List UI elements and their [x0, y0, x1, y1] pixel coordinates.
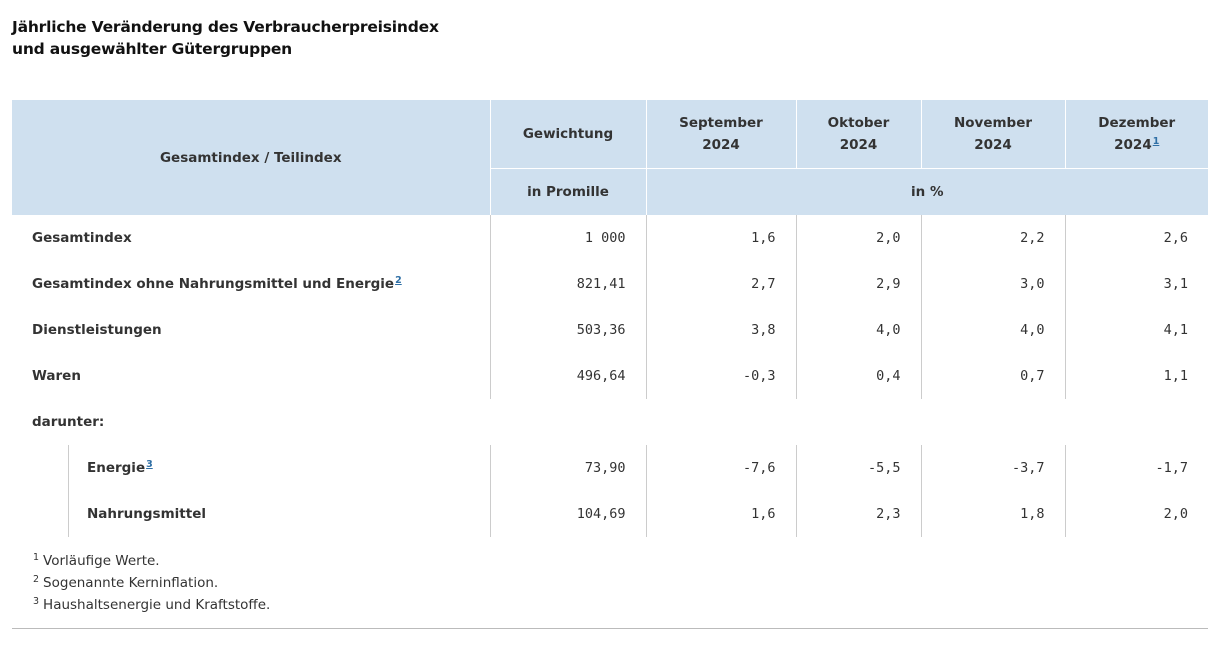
- column-header-november: November 2024: [920, 100, 1065, 169]
- column-header-index: Gesamtindex / Teilindex: [12, 100, 490, 215]
- value-cell: 4,0: [920, 307, 1065, 353]
- value-cell: 4,1: [1064, 307, 1208, 353]
- month-name: September: [679, 115, 763, 131]
- weight-cell: 73,90: [489, 445, 646, 491]
- sub-row-label: Energie3: [12, 445, 490, 491]
- value-cell: 2,3: [795, 491, 921, 537]
- darunter-row: darunter:: [12, 399, 1208, 445]
- weight-cell: 1 000: [489, 215, 646, 261]
- value-cell: 1,6: [645, 215, 796, 261]
- value-cell: 3,8: [645, 307, 796, 353]
- header-row: Gesamtindex / Teilindex Gewichtung Septe…: [12, 100, 1209, 215]
- row-label: Gesamtindex: [32, 230, 132, 246]
- footnote-item: 1 Vorläufige Werte.: [33, 550, 270, 572]
- sub-row-label: Nahrungsmittel: [12, 491, 490, 537]
- unit-row: in Promille in %: [12, 168, 1208, 215]
- value-cell: 2,7: [645, 261, 796, 307]
- value-cell: 2,6: [1064, 215, 1208, 261]
- month-name: Dezember: [1098, 115, 1176, 131]
- value-cell: -7,6: [645, 445, 796, 491]
- value-cell: -3,7: [920, 445, 1065, 491]
- column-header-weight: Gewichtung: [489, 100, 646, 169]
- footnote-link-1[interactable]: 1: [1152, 135, 1160, 147]
- weight-cell: 821,41: [489, 261, 646, 307]
- row-label: Waren: [32, 368, 81, 384]
- title-line-1: Jährliche Veränderung des Verbraucherpre…: [12, 18, 439, 36]
- column-header-dezember: Dezember 20241: [1064, 100, 1209, 169]
- value-cell: 2,0: [795, 215, 921, 261]
- value-cell: 3,0: [920, 261, 1065, 307]
- footnote-text: Sogenannte Kerninflation.: [43, 575, 219, 591]
- value-cell: 0,7: [920, 353, 1065, 399]
- footnote-text: Haushaltsenergie und Kraftstoffe.: [43, 597, 271, 613]
- table-row: Gesamtindex ohne Nahrungsmittel und Ener…: [12, 261, 1208, 307]
- footnote-mark: 1: [33, 551, 40, 563]
- table-row: Waren 496,64 -0,3 0,4 0,7 1,1: [12, 353, 1208, 399]
- weight-cell: 503,36: [489, 307, 646, 353]
- weight-cell: 496,64: [489, 353, 646, 399]
- value-cell: -1,7: [1064, 445, 1208, 491]
- table-row: Gesamtindex 1 000 1,6 2,0 2,2 2,6: [12, 215, 1208, 261]
- row-label: Dienstleistungen: [32, 322, 162, 338]
- footnote-item: 3 Haushaltsenergie und Kraftstoffe.: [33, 594, 270, 616]
- month-year: 20241: [1066, 134, 1209, 156]
- cpi-table: Gesamtindex / Teilindex Gewichtung Septe…: [12, 100, 1208, 537]
- weight-cell: 104,69: [489, 491, 646, 537]
- unit-change: in %: [645, 168, 1208, 215]
- column-header-september: September 2024: [645, 100, 796, 169]
- month-year-text: 2024: [1114, 137, 1152, 153]
- value-cell: 2,2: [920, 215, 1065, 261]
- value-cell: -5,5: [795, 445, 921, 491]
- footnote-text: Vorläufige Werte.: [43, 553, 160, 569]
- footnote-item: 2 Sogenannte Kerninflation.: [33, 572, 270, 594]
- table-row: Dienstleistungen 503,36 3,8 4,0 4,0 4,1: [12, 307, 1208, 353]
- footnote-mark: 3: [33, 595, 40, 607]
- value-cell: 0,4: [795, 353, 921, 399]
- month-year: 2024: [839, 137, 878, 153]
- value-cell: 2,9: [795, 261, 921, 307]
- title-line-2: und ausgewählter Gütergruppen: [12, 40, 293, 58]
- value-cell: 1,1: [1064, 353, 1208, 399]
- month-name: November: [953, 115, 1033, 131]
- row-label-text: Gesamtindex ohne Nahrungsmittel und Ener…: [32, 276, 395, 292]
- value-cell: 1,8: [920, 491, 1065, 537]
- value-cell: 1,6: [645, 491, 796, 537]
- table-row: Nahrungsmittel 104,69 1,6 2,3 1,8 2,0: [12, 491, 1208, 537]
- value-cell: 4,0: [795, 307, 921, 353]
- value-cell: 3,1: [1064, 261, 1208, 307]
- table-row: Energie3 73,90 -7,6 -5,5 -3,7 -1,7: [12, 445, 1208, 491]
- footnote-mark: 2: [33, 573, 40, 585]
- bottom-divider: [12, 628, 1208, 629]
- row-label-text: Energie: [87, 460, 146, 476]
- row-label: Gesamtindex ohne Nahrungsmittel und Ener…: [12, 261, 490, 307]
- month-name: Oktober: [827, 115, 890, 131]
- column-header-oktober: Oktober 2024: [795, 100, 921, 169]
- footnote-link-2[interactable]: 2: [395, 274, 402, 286]
- unit-weight: in Promille: [489, 168, 646, 215]
- footnotes: 1 Vorläufige Werte. 2 Sogenannte Kerninfla…: [33, 550, 270, 616]
- footnote-link-3[interactable]: 3: [146, 458, 153, 470]
- month-year: 2024: [974, 137, 1012, 153]
- value-cell: -0,3: [645, 353, 796, 399]
- darunter-label: darunter:: [32, 414, 105, 430]
- value-cell: 2,0: [1064, 491, 1208, 537]
- table-title: Jährliche Veränderung des Verbraucherpre…: [12, 16, 439, 60]
- month-year: 2024: [702, 137, 740, 153]
